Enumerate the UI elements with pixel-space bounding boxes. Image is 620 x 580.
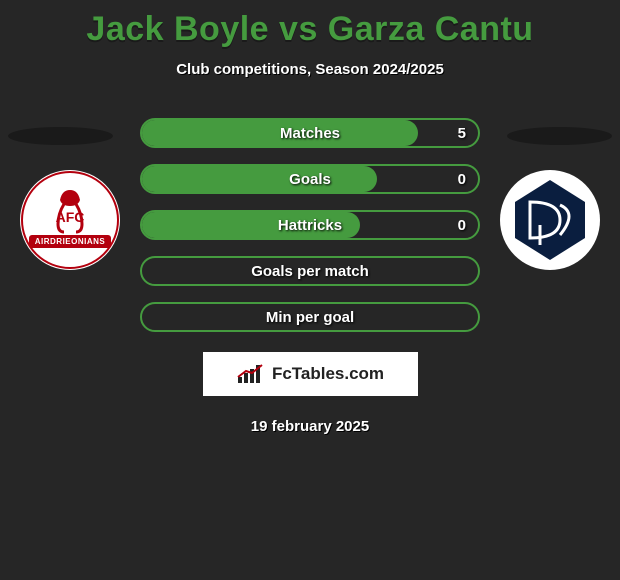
stat-value: 0 [458,166,466,192]
stat-label: Matches [142,120,478,146]
subtitle: Club competitions, Season 2024/2025 [0,61,620,78]
stat-label: Goals [142,166,478,192]
airdrieonians-crest-icon: AFC [20,170,120,270]
logo-text: FcTables.com [272,364,384,384]
stat-row-goals-per-match: Goals per match [140,256,480,286]
fctables-logo: FcTables.com [203,352,418,396]
stat-label: Min per goal [142,304,478,330]
bar-chart-icon [236,363,266,385]
club-crest-left: AFC AIRDRIEONIANS [20,170,120,270]
stat-value: 0 [458,212,466,238]
stat-row-hattricks: Hattricks 0 [140,210,480,240]
page-title: Jack Boyle vs Garza Cantu [0,0,620,49]
svg-text:AFC: AFC [56,209,85,225]
club-crest-right: DFC [500,170,600,270]
stat-row-matches: Matches 5 [140,118,480,148]
stats-list: Matches 5 Goals 0 Hattricks 0 Goals per … [140,118,480,332]
stat-row-min-per-goal: Min per goal [140,302,480,332]
date-label: 19 february 2025 [0,418,620,435]
crest-left-banner: AIRDRIEONIANS [29,235,112,248]
dundee-crest-icon: DFC [500,170,600,270]
player-right-shadow [507,127,612,145]
stat-label: Goals per match [142,258,478,284]
stat-label: Hattricks [142,212,478,238]
player-left-shadow [8,127,113,145]
stat-value: 5 [458,120,466,146]
stat-row-goals: Goals 0 [140,164,480,194]
